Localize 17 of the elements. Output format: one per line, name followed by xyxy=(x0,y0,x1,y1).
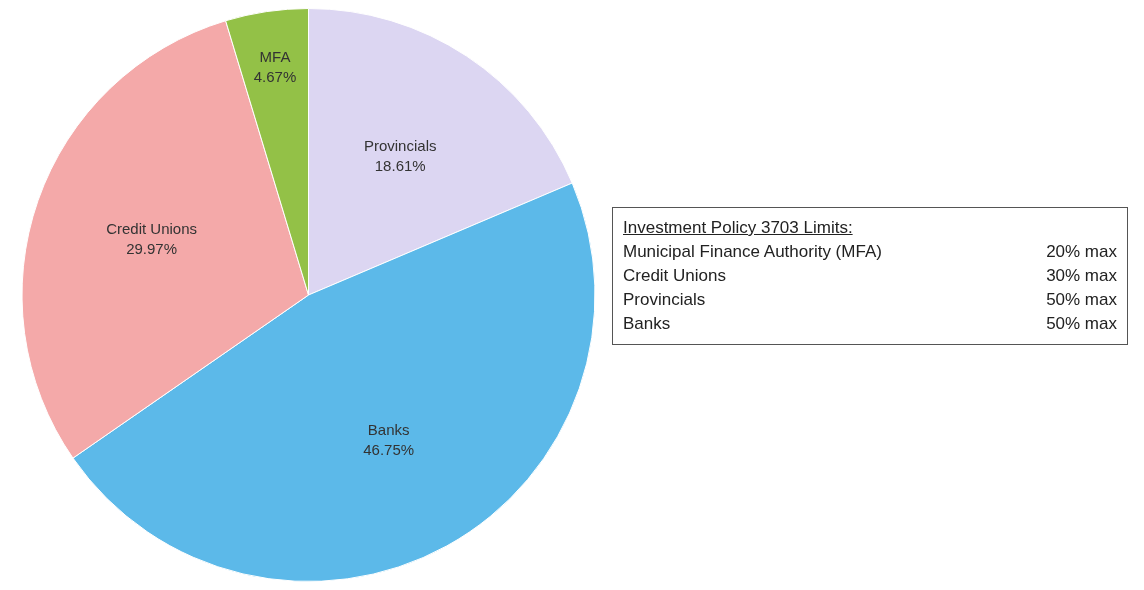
data-label: 29.97% xyxy=(126,240,178,258)
slice-label: MFA xyxy=(259,48,291,66)
text: 20% max xyxy=(1046,241,1117,263)
slice-label: Banks xyxy=(367,420,410,438)
data-label: 46.75% xyxy=(363,440,415,458)
text: Banks xyxy=(623,313,671,335)
data-label: 4.67% xyxy=(253,68,297,86)
text: 50% max xyxy=(1046,289,1117,311)
data-label: 18.61% xyxy=(374,156,426,174)
text: 30% max xyxy=(1046,265,1117,287)
text: 50% max xyxy=(1046,313,1117,335)
text: Credit Unions xyxy=(623,265,726,287)
text: Provincials xyxy=(623,289,706,311)
slice-label: Credit Unions xyxy=(106,220,198,238)
text: Investment Policy 3703 Limits: xyxy=(623,217,854,239)
text: Municipal Finance Authority (MFA) xyxy=(623,241,882,263)
slice-label: Provincials xyxy=(363,136,437,154)
